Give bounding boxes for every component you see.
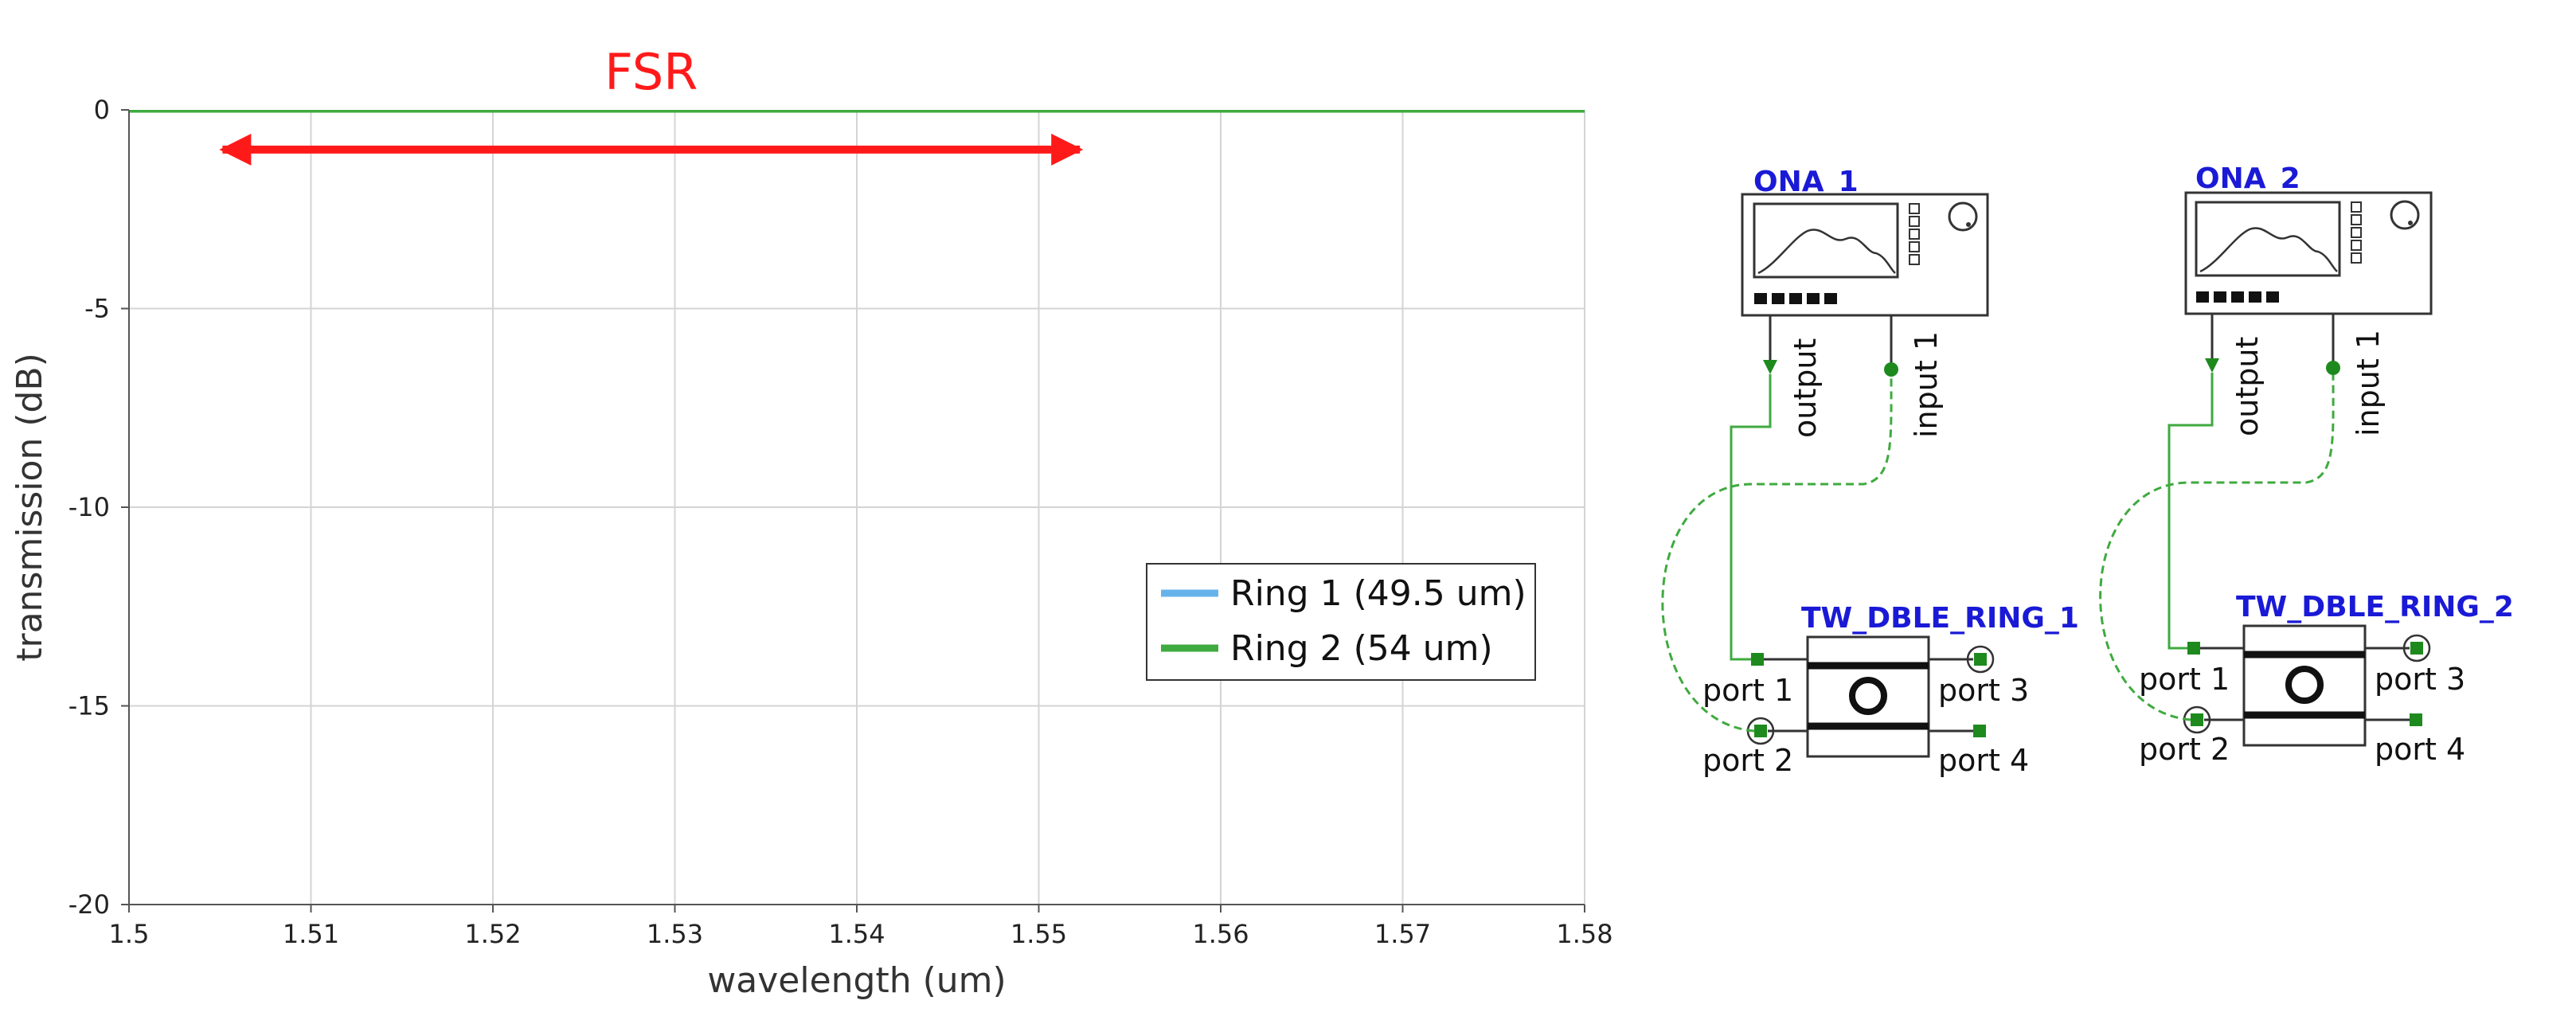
ona-knob-dot-2: [2408, 221, 2413, 225]
ona-input-label-2: input 1: [2351, 330, 2386, 436]
x-tick-label: 1.55: [1010, 919, 1067, 949]
ona-title-2: ONA_2: [2195, 162, 2300, 195]
x-axis-label: wavelength (um): [707, 960, 1006, 1001]
x-tick-label: 1.58: [1556, 919, 1612, 949]
ona-knob-icon-2: [2390, 200, 2420, 230]
ring-port3-ring-2: [2402, 634, 2431, 662]
ring-resonator-icon-2: [2285, 666, 2324, 704]
ring-port3-icon-2[interactable]: [2410, 642, 2423, 655]
ring-port2-label-1: port 2: [1702, 743, 1793, 778]
ring-block-2[interactable]: TW_DBLE_RING_2 port 1 port 2 port 3 port…: [2139, 591, 2514, 767]
ona-spectrum-icon-1: [1757, 229, 1896, 275]
ring-port4-icon-2[interactable]: [2410, 713, 2422, 726]
ring-port1-icon-2[interactable]: [2187, 642, 2200, 655]
y-tick-label: 0: [94, 95, 110, 125]
wire-port2-to-input-1: [1661, 376, 1893, 733]
wire-output-to-port1-2: [2168, 373, 2214, 650]
ona-bottom-keys-icon-1: [1754, 293, 1837, 304]
ring-port3-label-1: port 3: [1938, 673, 2029, 708]
x-tick-label: 1.57: [1374, 919, 1431, 949]
legend-label-ring-1: Ring 1 (49.5 um): [1230, 573, 1526, 614]
ona-input-label-1: input 1: [1909, 331, 1944, 438]
ring-port3-ring-1: [1966, 645, 1995, 674]
ring-port1-label-1: port 1: [1702, 673, 1793, 708]
ring-port3-icon-1[interactable]: [1974, 653, 1987, 666]
circuit-schematic: ONA_1 output input 1: [1661, 162, 2514, 778]
ona-output-label-2: output: [2230, 337, 2265, 436]
ona-spectrum-icon-2: [2199, 227, 2338, 273]
x-tick-label: 1.5: [109, 919, 150, 949]
y-tick-label: -15: [68, 691, 110, 721]
y-tick-label: -10: [68, 492, 110, 522]
wire-output-to-port1-1: [1730, 374, 1772, 661]
x-tick-label: 1.52: [464, 919, 521, 949]
ona-knob-dot-1: [1966, 222, 1971, 227]
chart-ticks: 1.5 1.51 1.52 1.53 1.54 1.55 1.56 1.57 1.58 0 -5 -1…: [68, 95, 1613, 949]
ring-title-2: TW_DBLE_RING_2: [2236, 591, 2514, 623]
y-tick-label: -20: [68, 889, 110, 920]
transmission-chart: 1.5 1.51 1.52 1.53 1.54 1.55 1.56 1.57 1.58 0 -5 -1…: [10, 43, 1613, 1001]
x-tick-label: 1.51: [283, 919, 339, 949]
ring-body-2: [2242, 624, 2367, 747]
ring-port4-icon-1[interactable]: [1973, 725, 1986, 737]
ona-output-port-icon-1[interactable]: [1763, 360, 1777, 374]
y-axis-label: transmission (dB): [10, 353, 50, 662]
ona-block-2[interactable]: ONA_2 output input 1: [2184, 162, 2433, 436]
ona-output-label-1: output: [1788, 338, 1823, 438]
ona-input-port-icon-1[interactable]: [1884, 362, 1898, 377]
ona-bottom-keys-icon-2: [2196, 291, 2279, 303]
ring-port3-label-2: port 3: [2375, 662, 2465, 697]
ona-side-buttons-icon-1: [1909, 203, 1920, 265]
x-tick-label: 1.53: [647, 919, 703, 949]
x-tick-label: 1.56: [1192, 919, 1249, 949]
ona-input-port-icon-2[interactable]: [2326, 361, 2340, 375]
ona-title-1: ONA_1: [1753, 166, 1859, 198]
ring-port2-label-2: port 2: [2139, 732, 2230, 767]
ona-side-buttons-icon-2: [2351, 201, 2362, 264]
ring-resonator-icon-1: [1849, 677, 1887, 715]
chart-legend: Ring 1 (49.5 um) Ring 2 (54 um): [1146, 563, 1536, 681]
ona-knob-icon-1: [1948, 201, 1978, 232]
y-tick-label: -5: [84, 294, 110, 324]
ring-block-1[interactable]: TW_DBLE_RING_1 port 1 port 2 port 3 port…: [1702, 602, 2079, 778]
x-tick-label: 1.54: [828, 919, 885, 949]
legend-box: [1146, 563, 1536, 681]
ona-block-1[interactable]: ONA_1 output input 1: [1741, 166, 1989, 438]
ring-body-1: [1806, 635, 1930, 758]
ring-port2-icon-1[interactable]: [1754, 725, 1767, 737]
ona-output-port-icon-2[interactable]: [2205, 358, 2219, 373]
ona-screen-1: [1753, 202, 1899, 279]
ring-port4-label-2: port 4: [2375, 732, 2465, 767]
chart-grid: [129, 110, 1585, 905]
wire-port2-to-input-2: [2099, 374, 2335, 721]
ring-port1-icon-1[interactable]: [1751, 653, 1764, 666]
ring-port2-icon-2[interactable]: [2191, 713, 2203, 726]
ring-port4-label-1: port 4: [1938, 743, 2029, 778]
fsr-label: FSR: [604, 43, 698, 101]
ring-title-1: TW_DBLE_RING_1: [1801, 602, 2079, 635]
ring-port1-label-2: port 1: [2139, 662, 2230, 697]
legend-label-ring-2: Ring 2 (54 um): [1230, 628, 1493, 669]
ona-screen-2: [2195, 201, 2341, 277]
